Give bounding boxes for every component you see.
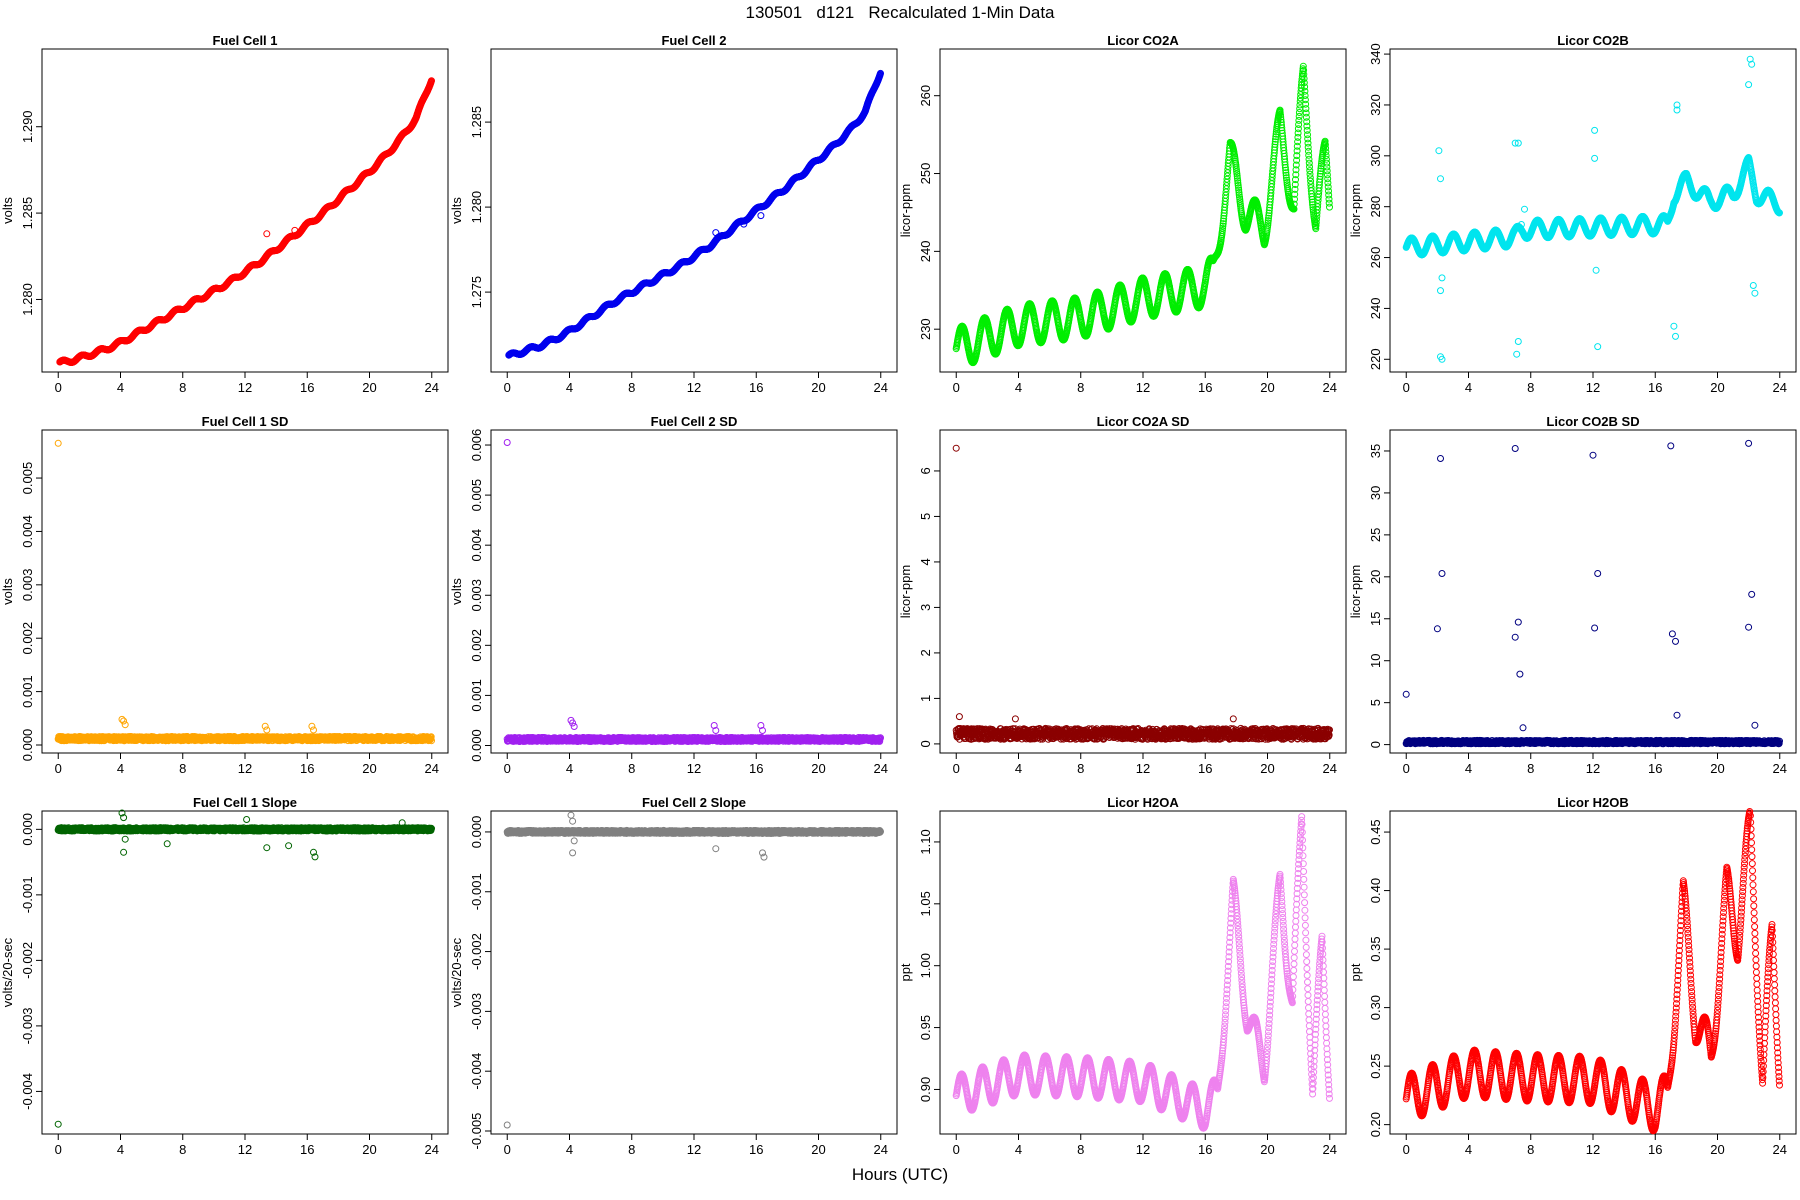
plot-frame	[1389, 48, 1797, 373]
data-point	[1326, 203, 1333, 211]
x-tick-label: 24	[1773, 380, 1787, 395]
x-tick-label: 20	[362, 380, 376, 395]
y-tick-label: 340	[1368, 43, 1383, 65]
y-tick-label: 220	[1368, 348, 1383, 370]
y-tick-label: 260	[1368, 247, 1383, 269]
x-tick-label: 24	[425, 380, 439, 395]
x-tick-label: 24	[1323, 380, 1337, 395]
y-axis-label: volts	[449, 197, 464, 224]
panel-fc2: Fuel Cell 2 volts 0 4 8 12 16 20 24 1.275 1.280 1.2…	[449, 33, 898, 395]
y-tick-label: 260	[918, 85, 933, 107]
figure-x-axis-label: Hours (UTC)	[851, 1165, 949, 1184]
panel-title: Licor CO2A	[1107, 33, 1179, 48]
y-tick-label: 240	[918, 241, 933, 263]
y-tick-label: 230	[918, 318, 933, 340]
y-tick-label: 320	[1368, 94, 1383, 116]
plot-frame	[490, 48, 898, 373]
x-tick-label: 16	[300, 380, 314, 395]
panel-title: Fuel Cell 2	[661, 33, 726, 48]
x-tick-label: 16	[1198, 380, 1212, 395]
data-points	[1402, 55, 1783, 363]
y-axis-label: licor-ppm	[1348, 184, 1363, 237]
data-point	[757, 212, 765, 220]
data-points	[505, 69, 884, 359]
y-tick-label: 1.275	[469, 276, 484, 309]
x-tick-label: 12	[1136, 380, 1150, 395]
x-tick-label: 8	[1077, 380, 1084, 395]
panel-co2a: Licor CO2A licor-ppm 0 4 8 12 16 20 24 230 240 250 2…	[898, 33, 1347, 395]
panel-title: Fuel Cell 1	[212, 33, 277, 48]
y-axis-label: licor-ppm	[898, 184, 913, 237]
x-tick-label: 12	[238, 380, 252, 395]
y-tick-label: 240	[1368, 298, 1383, 320]
panel-title: Licor CO2B	[1557, 33, 1629, 48]
x-tick-label: 0	[504, 380, 511, 395]
y-tick-label: 1.285	[469, 106, 484, 139]
x-tick-label: 8	[1527, 380, 1534, 395]
y-tick-label: 280	[1368, 196, 1383, 218]
data-point	[263, 230, 271, 238]
y-tick-label: 250	[918, 163, 933, 185]
x-tick-label: 8	[628, 380, 635, 395]
x-tick-label: 0	[55, 380, 62, 395]
x-tick-label: 4	[117, 380, 124, 395]
x-tick-label: 16	[1648, 380, 1662, 395]
y-tick-label: 300	[1368, 145, 1383, 167]
x-tick-label: 24	[874, 380, 888, 395]
x-tick-label: 20	[1710, 380, 1724, 395]
x-tick-label: 4	[566, 380, 573, 395]
x-tick-label: 16	[749, 380, 763, 395]
panel-co2b: Licor CO2B licor-ppm 0 4 8 12 16 20 24 220 240 260 2…	[1348, 33, 1797, 395]
x-tick-label: 4	[1015, 380, 1022, 395]
x-tick-label: 12	[687, 380, 701, 395]
data-points	[952, 62, 1333, 367]
x-tick-label: 0	[953, 380, 960, 395]
data-points	[56, 77, 435, 366]
y-tick-label: 1.290	[20, 110, 35, 143]
x-tick-label: 20	[1260, 380, 1274, 395]
x-tick-label: 20	[811, 380, 825, 395]
y-tick-label: 1.280	[20, 283, 35, 316]
y-tick-label: 1.285	[20, 197, 35, 230]
x-tick-label: 12	[1586, 380, 1600, 395]
panel-fc1: Fuel Cell 1 volts 0 4 8 12 16 20 24 1.280 1.285 1.2…	[0, 33, 449, 395]
x-tick-label: 0	[1403, 380, 1410, 395]
plot-frame	[41, 48, 449, 373]
y-tick-label: 1.280	[469, 191, 484, 224]
x-tick-label: 8	[179, 380, 186, 395]
y-axis-label: volts	[0, 197, 15, 224]
x-tick-label: 4	[1465, 380, 1472, 395]
data-point	[712, 229, 720, 237]
figure-title: 130501 d121 Recalculated 1-Min Data	[745, 3, 1055, 22]
